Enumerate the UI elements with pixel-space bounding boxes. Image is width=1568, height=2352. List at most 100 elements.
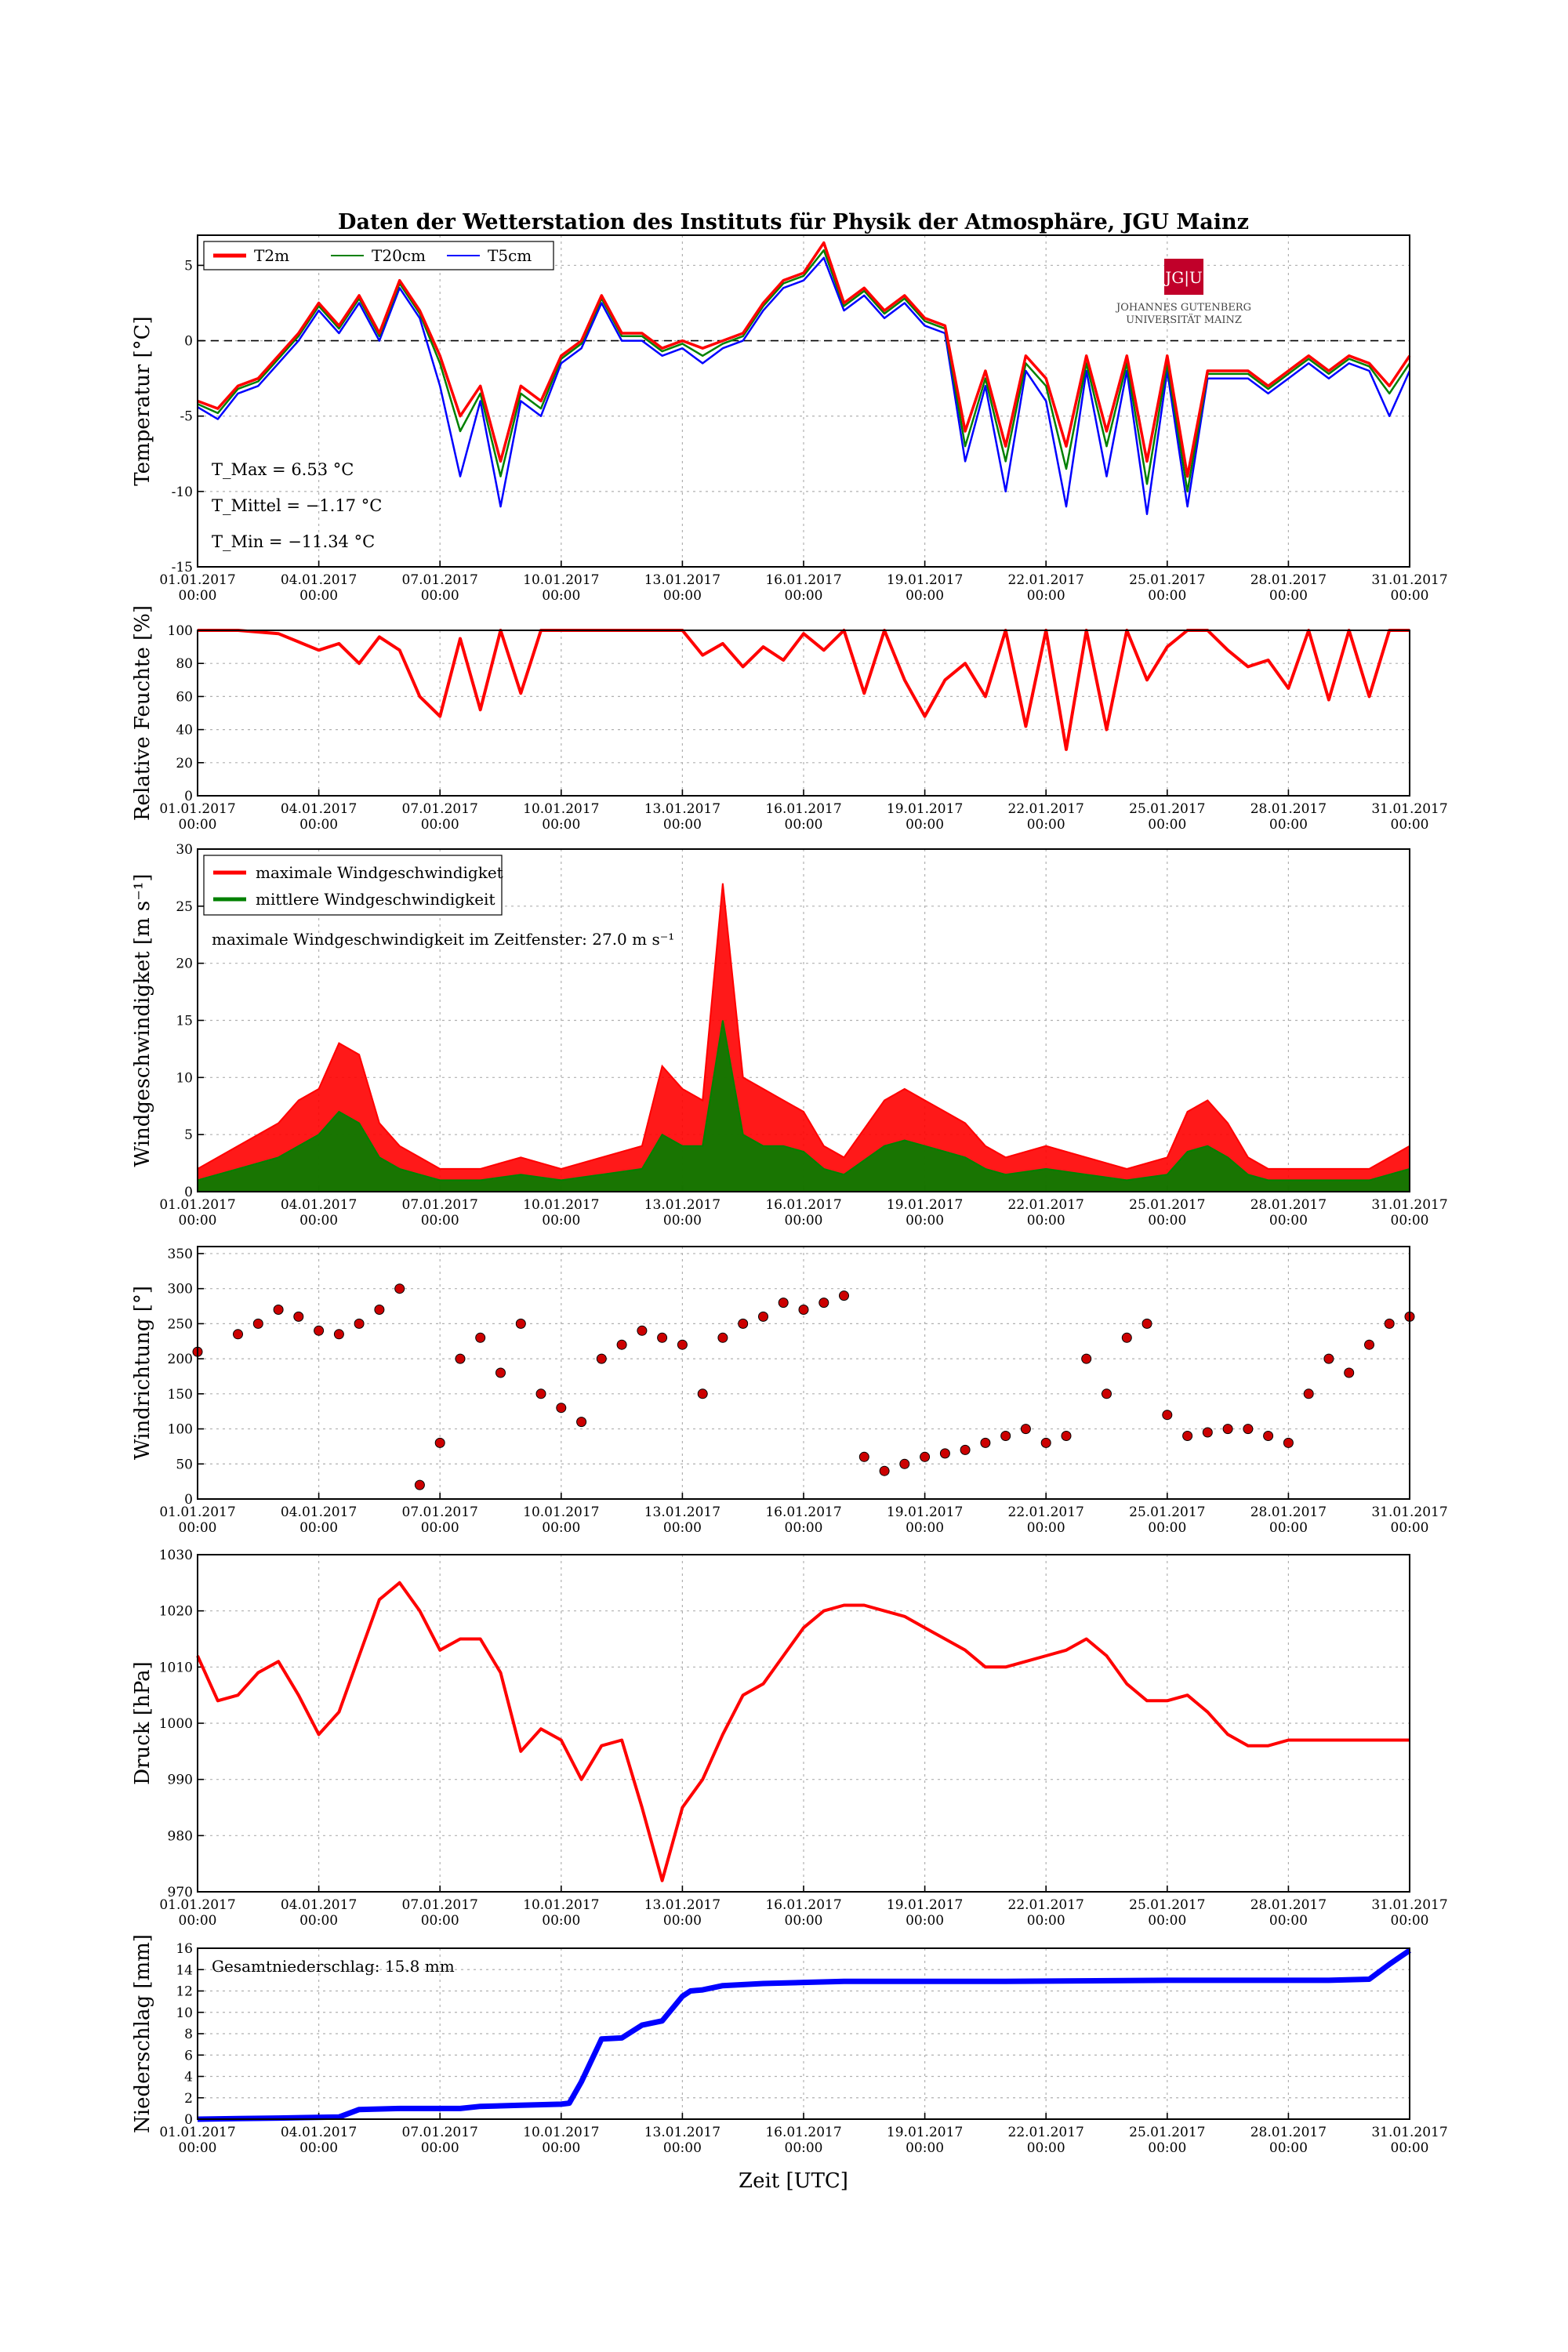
y-tick-label: 970 [168, 1885, 193, 1900]
legend-label: T2m [254, 246, 289, 265]
plot-frame [197, 1947, 1410, 2120]
y-tick-label: 980 [168, 1828, 193, 1844]
x-tick-label: 28.01.2017 [1250, 801, 1327, 817]
wind-direction-point [758, 1311, 768, 1322]
x-tick-label: 13.01.2017 [644, 1897, 720, 1913]
wind-direction-point [717, 1332, 728, 1343]
y-tick-label: 100 [168, 1422, 193, 1438]
x-tick-label: 22.01.2017 [1008, 2125, 1084, 2140]
x-tick-time: 00:00 [906, 1520, 944, 1536]
x-tick-time: 00:00 [421, 817, 459, 833]
x-tick-time: 00:00 [1391, 2140, 1429, 2156]
x-tick-label: 28.01.2017 [1250, 1897, 1327, 1913]
wind-direction-point [293, 1311, 304, 1322]
x-tick-time: 00:00 [179, 1913, 217, 1929]
x-tick-label: 25.01.2017 [1129, 1504, 1205, 1520]
y-tick-label: 5 [184, 258, 193, 274]
x-tick-label: 19.01.2017 [887, 1197, 963, 1213]
jgu-logo-mark [1164, 259, 1203, 295]
x-tick-time: 00:00 [179, 1213, 217, 1229]
x-tick-time: 00:00 [179, 2140, 217, 2156]
x-tick-time: 00:00 [542, 817, 580, 833]
wind-direction-point [475, 1332, 486, 1343]
y-tick-label: 250 [168, 1316, 193, 1332]
wind-direction-point [839, 1290, 849, 1301]
y-tick-label: 200 [168, 1352, 193, 1367]
x-tick-label: 16.01.2017 [765, 1504, 841, 1520]
series-line-T2m [197, 241, 1411, 478]
y-tick-label: 0 [184, 334, 193, 350]
x-tick-time: 00:00 [1148, 1520, 1186, 1536]
x-tick-label: 25.01.2017 [1129, 1897, 1205, 1913]
wind-direction-point [1303, 1388, 1314, 1399]
x-tick-label: 13.01.2017 [644, 801, 720, 817]
wind-direction-point [1202, 1427, 1213, 1438]
y-tick-label: 40 [176, 723, 193, 739]
wind-direction-point [333, 1329, 344, 1340]
y-tick-label: 0 [184, 1185, 193, 1200]
x-tick-time: 00:00 [1391, 1520, 1429, 1536]
x-tick-label: 31.01.2017 [1371, 1897, 1447, 1913]
x-tick-label: 31.01.2017 [1371, 2125, 1447, 2140]
x-tick-time: 00:00 [1269, 588, 1308, 604]
temperature-stat: T_Mittel = −1.17 °C [212, 496, 382, 515]
wind-direction-point [1020, 1424, 1031, 1435]
wind-direction-point [495, 1367, 506, 1378]
wind-direction-point [677, 1339, 688, 1350]
wind-direction-point [1364, 1339, 1374, 1350]
x-tick-time: 00:00 [1269, 2140, 1308, 2156]
x-tick-label: 25.01.2017 [1129, 801, 1205, 817]
y-tick-label: 5 [184, 1127, 193, 1143]
wind-direction-point [960, 1444, 971, 1455]
y-tick-label: 0 [184, 2112, 193, 2128]
x-tick-label: 31.01.2017 [1371, 572, 1447, 588]
wind-direction-point [1243, 1424, 1254, 1435]
y-tick-label: -5 [180, 409, 193, 425]
wind-legend: maximale Windgeschwindigket mittlere Wind… [203, 855, 503, 916]
x-tick-time: 00:00 [1027, 588, 1065, 604]
y-tick-label: 10 [176, 2005, 193, 2021]
x-tick-label: 13.01.2017 [644, 2125, 720, 2140]
x-tick-label: 19.01.2017 [887, 572, 963, 588]
x-tick-label: 16.01.2017 [765, 801, 841, 817]
legend-label: T20cm [372, 246, 426, 265]
panel-1: 01.01.201700:0004.01.201700:0007.01.2017… [131, 234, 1448, 604]
x-tick-label: 10.01.2017 [523, 1504, 599, 1520]
y-tick-label: 20 [176, 756, 193, 771]
max-wind-annotation: maximale Windgeschwindigkeit im Zeitfens… [212, 930, 674, 949]
x-tick-time: 00:00 [1391, 1913, 1429, 1929]
wind-direction-point [1102, 1388, 1112, 1399]
wind-direction-point [1000, 1431, 1011, 1441]
temperature-stat: T_Min = −11.34 °C [212, 532, 375, 551]
x-tick-label: 04.01.2017 [281, 2125, 357, 2140]
wind-direction-point [1384, 1318, 1395, 1329]
precipitation-line [197, 1947, 1411, 2122]
x-tick-label: 28.01.2017 [1250, 2125, 1327, 2140]
x-tick-label: 01.01.2017 [159, 1504, 235, 1520]
x-tick-time: 00:00 [421, 1520, 459, 1536]
wind-direction-point [1323, 1353, 1334, 1364]
y-tick-label: 300 [168, 1282, 193, 1298]
wind-direction-point [1081, 1353, 1092, 1364]
wind-direction-point [434, 1437, 445, 1448]
x-tick-time: 00:00 [1269, 1213, 1308, 1229]
x-tick-label: 07.01.2017 [402, 1504, 478, 1520]
x-tick-time: 00:00 [1269, 1913, 1308, 1929]
y-tick-label: 0 [184, 1492, 193, 1508]
wind-direction-point [596, 1353, 607, 1364]
x-tick-label: 04.01.2017 [281, 572, 357, 588]
x-tick-label: 31.01.2017 [1371, 1504, 1447, 1520]
x-tick-time: 00:00 [1027, 1213, 1065, 1229]
y-tick-label: 2 [184, 2091, 193, 2107]
legend-label: maximale Windgeschwindigket [256, 863, 503, 882]
x-tick-time: 00:00 [542, 2140, 580, 2156]
wind-direction-point [798, 1305, 809, 1315]
x-tick-time: 00:00 [906, 817, 944, 833]
x-tick-label: 22.01.2017 [1008, 801, 1084, 817]
x-tick-label: 31.01.2017 [1371, 801, 1447, 817]
y-tick-label: 15 [176, 1014, 193, 1029]
x-tick-label: 04.01.2017 [281, 1897, 357, 1913]
wind-direction-point [980, 1437, 991, 1448]
x-tick-time: 00:00 [906, 2140, 944, 2156]
